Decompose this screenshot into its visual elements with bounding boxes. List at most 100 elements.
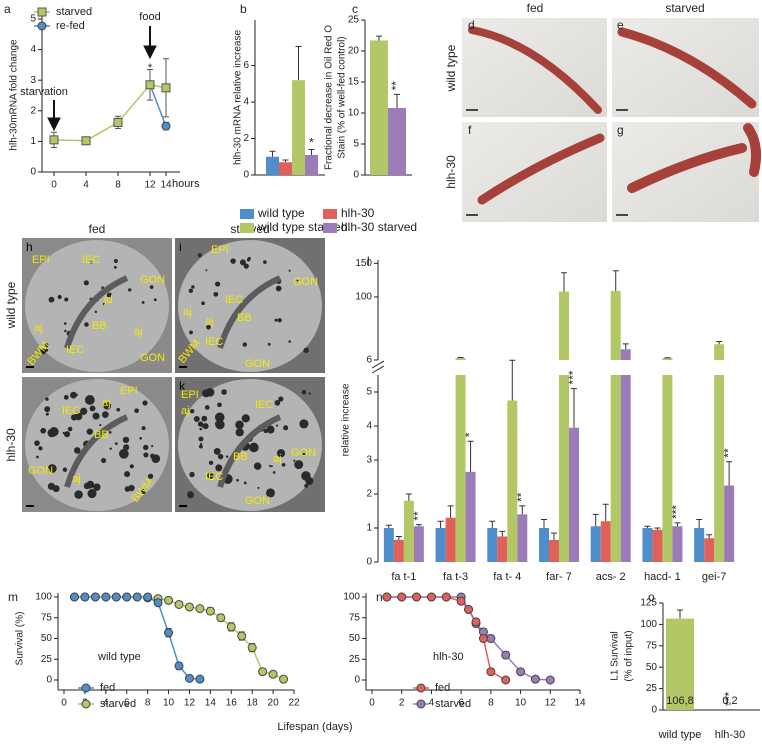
granule bbox=[48, 296, 55, 303]
micrograph-label: IEC bbox=[225, 294, 243, 306]
granule bbox=[143, 444, 149, 451]
granule bbox=[102, 302, 106, 306]
bar bbox=[517, 514, 528, 562]
column-label: starved bbox=[665, 1, 704, 15]
panel-letter: c bbox=[352, 2, 358, 16]
granule bbox=[101, 411, 109, 418]
x-tick-label: far- 7 bbox=[546, 571, 572, 583]
granule bbox=[62, 467, 68, 472]
granule bbox=[303, 347, 309, 354]
granule bbox=[235, 420, 244, 430]
micrograph-label: IEC bbox=[205, 336, 223, 348]
y-tick-label: 1 bbox=[366, 523, 372, 534]
granule bbox=[274, 318, 278, 322]
granule bbox=[36, 455, 39, 459]
granule bbox=[199, 442, 203, 446]
bar bbox=[266, 156, 279, 175]
micrograph-label: IEC bbox=[255, 399, 273, 411]
data-point bbox=[397, 592, 407, 602]
panel-letter: e bbox=[617, 18, 624, 32]
bar bbox=[305, 154, 318, 175]
micrograph-label: GON bbox=[245, 495, 270, 507]
y-tick-label: 20 bbox=[348, 46, 360, 57]
data-point bbox=[226, 622, 236, 632]
granule bbox=[215, 464, 223, 472]
granule bbox=[197, 421, 204, 427]
granule bbox=[207, 472, 214, 479]
error-bar bbox=[509, 359, 516, 401]
bar bbox=[497, 536, 508, 562]
error-bar bbox=[726, 461, 733, 486]
error-bar bbox=[571, 388, 577, 428]
error-bar bbox=[385, 524, 392, 528]
bar bbox=[662, 358, 673, 562]
micrograph-label: GON bbox=[140, 352, 165, 364]
bar bbox=[590, 526, 601, 562]
y-tick-label: 75 bbox=[41, 612, 53, 623]
annotation: * bbox=[463, 432, 477, 437]
granule bbox=[67, 426, 73, 432]
granule bbox=[217, 453, 224, 460]
granule bbox=[275, 285, 282, 292]
data-point bbox=[441, 592, 451, 602]
data-point bbox=[530, 674, 540, 684]
granule bbox=[301, 471, 311, 481]
data-point bbox=[268, 669, 278, 679]
axis-break bbox=[371, 360, 385, 374]
y-tick-label: 0 bbox=[30, 167, 36, 178]
granule bbox=[64, 431, 71, 438]
granule bbox=[89, 261, 93, 264]
y-tick-label: 50 bbox=[41, 633, 53, 644]
granule bbox=[257, 486, 260, 490]
y-tick-label: 100 bbox=[35, 592, 52, 603]
x-tick-label: fa t-3 bbox=[443, 571, 468, 583]
micrograph-label: aj bbox=[72, 473, 81, 485]
error-bar bbox=[696, 519, 703, 528]
bar bbox=[610, 290, 621, 562]
data-point bbox=[456, 596, 466, 606]
panel-letter: b bbox=[240, 2, 247, 16]
y-tick-label: 5 bbox=[353, 139, 359, 150]
brush-border bbox=[217, 275, 282, 349]
granule bbox=[198, 444, 203, 449]
granule bbox=[64, 297, 69, 302]
granule bbox=[198, 436, 204, 442]
column-label: fed bbox=[89, 222, 106, 236]
bar bbox=[620, 349, 631, 562]
data-point bbox=[80, 592, 90, 602]
x-tick-label: 10 bbox=[163, 698, 175, 709]
data-point bbox=[516, 667, 526, 677]
error-bar bbox=[592, 513, 599, 527]
y-tick-label: 150 bbox=[355, 258, 372, 269]
granule bbox=[197, 253, 202, 258]
granule bbox=[274, 400, 281, 406]
error-bar bbox=[706, 534, 713, 539]
granule bbox=[191, 285, 195, 289]
micrograph-label: GON bbox=[140, 274, 165, 286]
micrograph-label: aj bbox=[181, 405, 190, 417]
y-tick-label: 0 bbox=[366, 557, 372, 568]
error-bar bbox=[499, 530, 506, 537]
granule bbox=[124, 486, 131, 492]
granule bbox=[275, 424, 279, 427]
granule bbox=[270, 465, 273, 468]
granule bbox=[63, 322, 67, 325]
granule bbox=[205, 269, 208, 272]
granule bbox=[113, 265, 117, 269]
y-axis-label: hlh-30mRNA fold change bbox=[9, 39, 20, 151]
value-label: 106,8 bbox=[666, 695, 694, 707]
x-tick-label: 10 bbox=[515, 698, 527, 709]
granule bbox=[142, 400, 148, 406]
granule bbox=[296, 279, 299, 282]
granule bbox=[190, 409, 195, 414]
y-tick-label: 0 bbox=[243, 170, 249, 181]
data-point bbox=[132, 592, 142, 602]
y-axis-label: Fractional decrease in Oil Red O bbox=[324, 25, 335, 170]
legend-title: wild type bbox=[97, 651, 141, 663]
granule bbox=[215, 281, 221, 287]
legend-label: hlh-30 bbox=[341, 206, 375, 220]
column-label: fed bbox=[527, 1, 544, 15]
granule bbox=[93, 483, 101, 491]
